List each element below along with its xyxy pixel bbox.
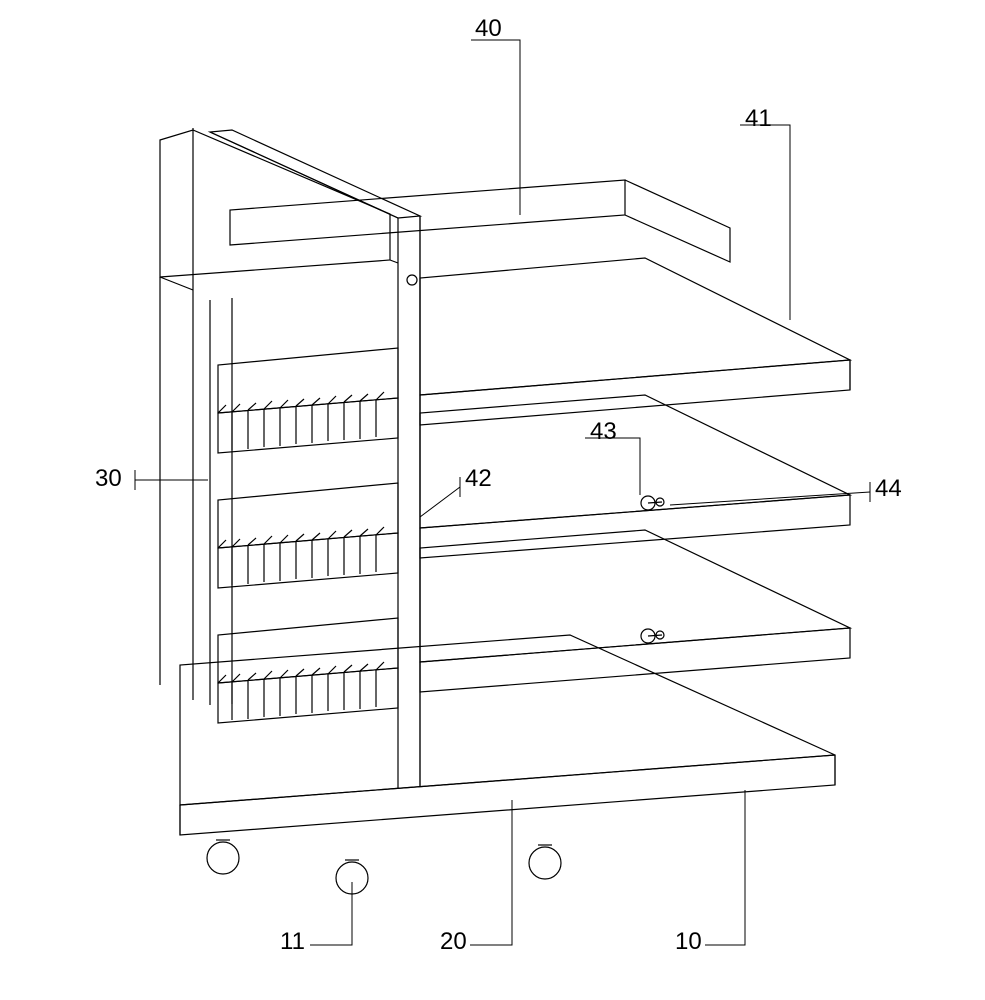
casters [207, 840, 561, 894]
leaders [135, 40, 870, 945]
label-11: 11 [280, 928, 305, 956]
label-40: 40 [475, 15, 502, 43]
shelf-upper-right [420, 258, 850, 425]
shelf-upper-left [218, 348, 398, 453]
diagram-page: 40 41 30 42 43 44 20 10 11 [0, 0, 985, 1000]
label-30: 30 [95, 465, 122, 493]
label-10: 10 [675, 928, 702, 956]
label-43: 43 [590, 418, 617, 446]
label-44: 44 [875, 475, 902, 503]
diagram-svg [0, 0, 985, 1000]
back-panel [160, 128, 398, 700]
shelf-bottom-right [420, 530, 850, 692]
label-41: 41 [745, 105, 772, 133]
shelf-lower-left [218, 483, 398, 588]
shelf-bottom-left [218, 618, 398, 723]
label-42: 42 [465, 465, 492, 493]
center-board [210, 130, 420, 788]
label-20: 20 [440, 928, 467, 956]
base-plate [180, 635, 835, 835]
knobs [407, 275, 664, 643]
top-rail [230, 180, 730, 262]
